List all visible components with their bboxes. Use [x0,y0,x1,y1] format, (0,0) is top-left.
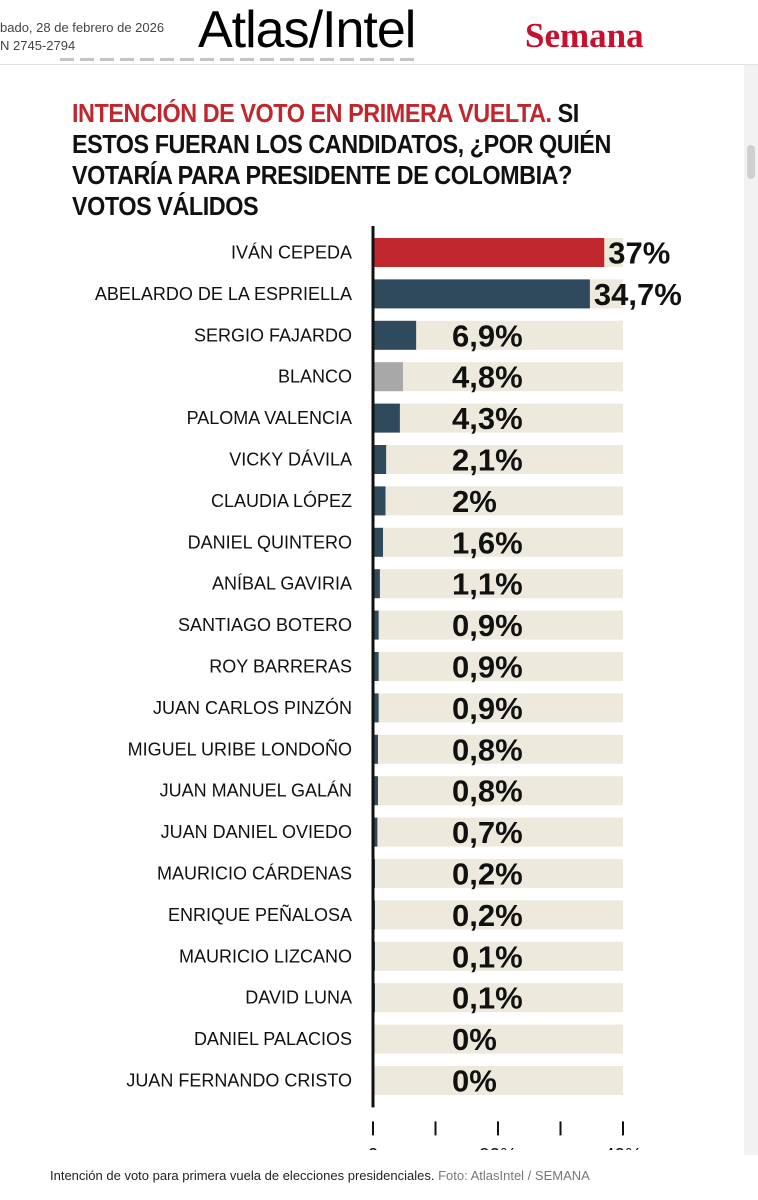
category-label-daniel-palacios: DANIEL PALACIOS [194,1029,352,1049]
bar-paloma-valencia [373,403,400,433]
category-label-claudia-lopez: CLAUDIA LÓPEZ [211,490,352,511]
value-label-david-luna: 0,1% [452,981,523,1016]
bar-ivan-cepeda [373,238,605,267]
bar-vicky-davila [373,445,387,474]
bar-track-juan-daniel-oviedo [373,817,623,847]
value-label-miguel-uribe-londono: 0,8% [452,732,523,767]
chart-title: INTENCIÓN DE VOTO EN PRIMERA VUELTA. SI … [72,98,621,222]
chart-title-highlight: INTENCIÓN DE VOTO EN PRIMERA VUELTA. [72,98,552,128]
bar-track-daniel-quintero [373,527,623,557]
publish-date: bado, 28 de febrero de 2026 [0,20,165,35]
bar-blanco [373,362,403,392]
bar-track-anibal-gaviria [373,569,623,599]
category-label-mauricio-lizcano: MAURICIO LIZCANO [179,946,352,966]
value-label-daniel-palacios: 0% [452,1022,497,1057]
category-label-sergio-fajardo: SERGIO FAJARDO [194,325,352,345]
value-label-juan-carlos-pinzon: 0,9% [452,691,523,726]
caption-source: Foto: AtlasIntel / SEMANA [438,1168,590,1183]
value-label-ivan-cepeda: 37% [608,236,670,271]
bar-daniel-quintero [373,527,383,557]
caption-text: Intención de voto para primera vuela de … [50,1168,435,1183]
category-label-daniel-quintero: DANIEL QUINTERO [188,532,352,552]
value-label-mauricio-cardenas: 0,2% [452,857,523,892]
category-label-paloma-valencia: PALOMA VALENCIA [187,408,352,428]
category-label-blanco: BLANCO [278,367,352,387]
category-label-vicky-davila: VICKY DÁVILA [229,450,352,470]
bar-anibal-gaviria [373,569,380,599]
value-label-mauricio-lizcano: 0,1% [452,939,523,974]
value-label-juan-manuel-galan: 0,8% [452,774,523,809]
category-label-david-luna: DAVID LUNA [245,988,352,1008]
category-label-anibal-gaviria: ANÍBAL GAVIRIA [212,574,352,594]
cut-off-text-line [60,56,420,62]
category-label-mauricio-cardenas: MAURICIO CÁRDENAS [157,864,352,884]
bar-track-david-luna [373,983,623,1013]
semana-logo[interactable]: Semana [525,16,644,55]
category-label-ivan-cepeda: IVÁN CEPEDA [231,243,352,263]
bar-track-paloma-valencia [373,403,623,433]
bar-roy-barreras [373,652,379,681]
bar-track-juan-manuel-galan [373,776,623,806]
x-tick-label-40: 40% [604,1145,642,1150]
vote-intention-bar-chart: IVÁN CEPEDA 37% ABELARDO DE LA ESPRIELLA 34… [95,226,682,1150]
category-label-roy-barreras: ROY BARRERAS [209,657,352,677]
bar-track-juan-fernando-cristo [373,1066,623,1095]
category-label-juan-fernando-cristo: JUAN FERNANDO CRISTO [126,1071,352,1091]
bar-abelardo-de-la-espriella [373,279,590,309]
scrollbar-thumb[interactable] [747,145,755,179]
value-label-anibal-gaviria: 1,1% [452,567,523,602]
value-label-paloma-valencia: 4,3% [452,401,523,436]
value-label-daniel-quintero: 1,6% [452,525,523,560]
page-scrollbar[interactable] [744,65,758,1155]
issn-number: N 2745-2794 [0,38,76,53]
bar-juan-carlos-pinzon [373,693,379,723]
value-label-juan-fernando-cristo: 0% [452,1064,497,1099]
bar-track-mauricio-cardenas [373,859,623,888]
bar-juan-manuel-galan [373,776,378,806]
value-label-abelardo-de-la-espriella: 34,7% [594,277,682,312]
category-label-juan-carlos-pinzon: JUAN CARLOS PINZÓN [153,697,352,718]
chart-title-rest: SI ESTOS FUERAN LOS CANDIDATOS, ¿POR QUI… [72,98,611,221]
bar-track-daniel-palacios [373,1024,623,1054]
bar-track-santiago-botero [373,610,623,640]
x-tick-label-0: 0 [368,1145,379,1150]
bar-sergio-fajardo [373,320,417,350]
bar-claudia-lopez [373,486,386,516]
atlas-intel-logo: Atlas/Intel [198,1,416,59]
category-label-miguel-uribe-londono: MIGUEL URIBE LONDOÑO [128,738,352,759]
category-label-enrique-penalosa: ENRIQUE PEÑALOSA [168,904,352,925]
value-label-santiago-botero: 0,9% [452,608,523,643]
category-label-juan-manuel-galan: JUAN MANUEL GALÁN [160,781,352,801]
category-label-santiago-botero: SANTIAGO BOTERO [178,615,352,635]
category-label-abelardo-de-la-espriella: ABELARDO DE LA ESPRIELLA [95,284,352,304]
bar-track-claudia-lopez [373,486,623,516]
value-label-vicky-davila: 2,1% [452,443,523,478]
value-label-enrique-penalosa: 0,2% [452,898,523,933]
bar-santiago-botero [373,610,379,640]
bar-track-juan-carlos-pinzon [373,693,623,723]
bar-track-vicky-davila [373,445,623,474]
value-label-blanco: 4,8% [452,360,523,395]
value-label-claudia-lopez: 2% [452,484,497,519]
value-label-sergio-fajardo: 6,9% [452,318,523,353]
bar-track-roy-barreras [373,652,623,681]
bar-track-mauricio-lizcano [373,941,623,971]
category-label-juan-daniel-oviedo: JUAN DANIEL OVIEDO [161,822,352,842]
value-label-juan-daniel-oviedo: 0,7% [452,815,523,850]
bar-track-enrique-penalosa [373,900,623,930]
bar-miguel-uribe-londono [373,734,378,764]
x-tick-label-20: 20% [479,1145,517,1150]
image-caption: Intención de voto para primera vuela de … [50,1168,590,1183]
bar-track-miguel-uribe-londono [373,734,623,764]
site-header: bado, 28 de febrero de 2026 N 2745-2794 … [0,0,758,65]
value-label-roy-barreras: 0,9% [452,650,523,685]
bar-juan-daniel-oviedo [373,817,378,847]
bar-track-blanco [373,362,623,392]
